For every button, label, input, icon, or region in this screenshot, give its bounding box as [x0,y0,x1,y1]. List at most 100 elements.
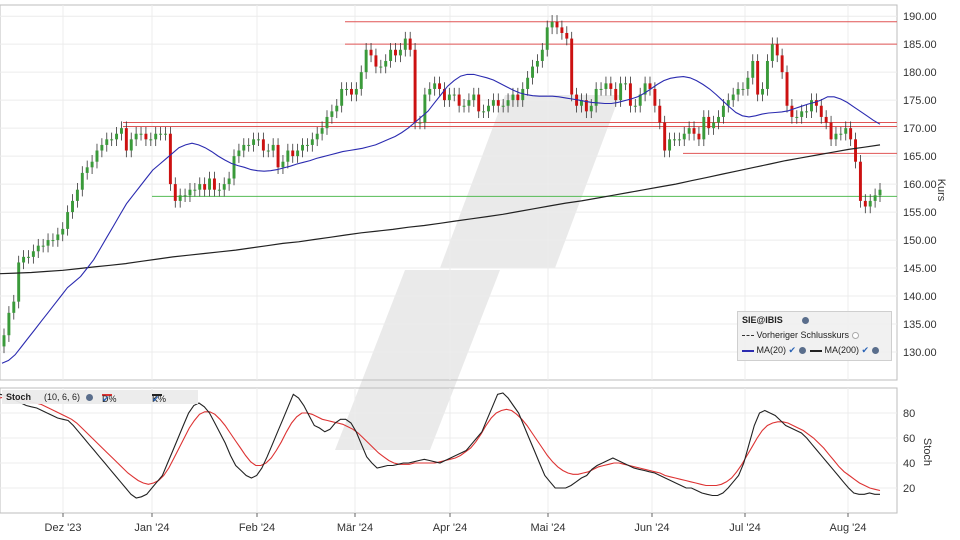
candle-body [604,83,608,89]
x-tick-label: Apr '24 [433,522,468,534]
settings-icon[interactable] [871,347,879,355]
candle-body [501,105,505,107]
settings-icon[interactable] [798,347,806,355]
candle-body [247,144,251,146]
candle-body [810,100,813,112]
candle-body [227,178,231,185]
candle-body [614,88,618,101]
candle-body [232,156,236,179]
stoch-tick-label: 40 [903,458,915,470]
candle-body [800,111,804,117]
x-tick-label: Mai '24 [530,522,565,534]
candle-body [648,83,652,89]
candle-body [462,105,466,107]
x-tick-label: Dez '23 [45,522,82,534]
candle-body [829,122,833,140]
candle-body [668,139,672,151]
candle-body [682,133,686,140]
legend-item-ma20[interactable]: MA(20) ✔ [742,345,806,356]
y-tick-label: 150.00 [903,235,937,247]
candle-body [349,88,353,95]
candle-body [663,122,667,151]
stoch-tick-label: 80 [903,408,915,420]
candle-body [834,133,838,140]
candle-body [609,83,613,89]
candle-body [589,105,593,112]
candle-body [149,139,153,141]
y-tick-label: 160.00 [903,179,937,191]
stoch-k-line [0,392,880,499]
candle-body [540,49,544,61]
stoch-d-label: D% [102,394,117,404]
candle-body [389,49,393,61]
candle-body [805,111,809,113]
candle-body [756,60,760,95]
check-icon[interactable]: ✔ [861,345,870,355]
eye-icon[interactable] [851,332,859,340]
candle-body [193,189,197,191]
candle-body [472,94,476,101]
candle-body [354,88,358,95]
candle-body [159,133,163,135]
candle-body [692,128,696,134]
candle-body [51,240,55,242]
candle-body [340,88,344,106]
candle-body [85,167,89,173]
candle-body [433,83,437,89]
candle-body [90,161,94,168]
candle-body [31,251,35,257]
stoch-d-line [0,396,881,492]
candle-body [188,189,192,196]
candle-body [442,88,446,101]
candle-body [746,77,750,89]
candle-body [687,128,691,134]
candle-body [56,234,60,241]
candle-body [717,116,720,123]
candle-body [638,94,642,106]
candle-body [105,139,109,145]
candle-body [379,66,383,68]
candle-body [46,240,50,246]
candle-body [271,144,275,151]
candle-body [164,133,167,135]
check-icon[interactable]: ✔ [102,394,110,404]
candle-body [286,150,290,162]
legend-item-ma200[interactable]: MA(200) ✔ [810,345,879,356]
candle-body [75,189,79,201]
candle-body [41,245,45,247]
stoch-axis-label: Stoch [921,438,933,466]
candle-body [266,150,270,152]
legend-settings-icon[interactable] [802,315,809,325]
candle-body [550,21,554,28]
candle-body [868,200,872,207]
candle-body [124,128,128,151]
candle-body [398,49,402,56]
legend-title: SIE@IBIS [742,315,783,325]
candle-body [217,189,221,191]
y-axis-label: Kurs [935,179,947,202]
candle-body [560,27,564,33]
check-icon[interactable]: ✔ [788,345,797,355]
y-tick-label: 130.00 [903,347,937,359]
candle-body [839,133,843,135]
candle-body [496,100,500,106]
stoch-params: (10, 6, 6) [44,392,81,402]
candle-body [506,100,510,106]
candle-body [325,116,329,129]
candle-body [183,195,187,197]
candle-body [203,184,207,190]
ma20-line [1,73,881,364]
candle-body [428,88,432,95]
candle-body [726,100,730,106]
candle-body [863,200,867,207]
candle-body [751,60,755,78]
stoch-tick-label: 20 [903,483,915,495]
candle-body [154,133,158,140]
legend-item-prev-close[interactable]: Vorheriger Schlusskurs [742,330,859,340]
x-tick-label: Jun '24 [634,522,669,534]
candle-body [702,116,706,140]
candle-body [335,105,339,112]
candle-body [790,105,794,117]
check-icon[interactable]: ✔ [152,394,160,404]
